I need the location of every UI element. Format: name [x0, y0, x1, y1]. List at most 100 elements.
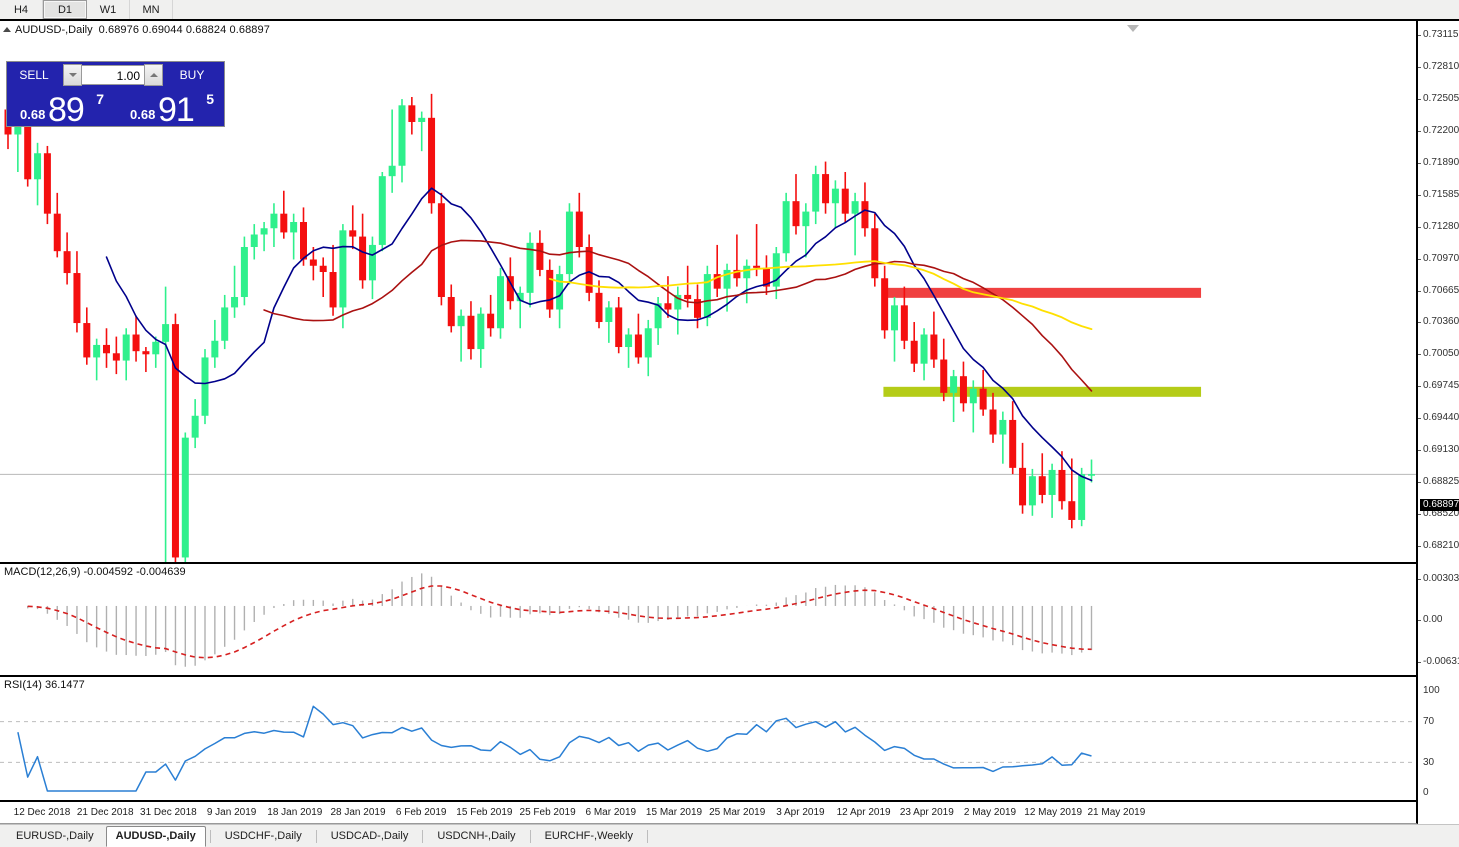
time-axis: 12 Dec 2018 21 Dec 2018 31 Dec 2018 9 Jan 2…: [0, 802, 1418, 824]
date-tick-label: 3 Apr 2019: [776, 807, 825, 818]
price-tick-mark: [1418, 162, 1421, 164]
price-tick-label: 0.70360: [1423, 316, 1459, 328]
price-tick-mark: [1418, 386, 1421, 388]
tab-separator: [209, 829, 211, 843]
one-click-trading-panel: SELL 1.00 BUY 0.68 89 7 0.68 91 5: [6, 61, 225, 127]
date-tick-label: 2 May 2019: [963, 807, 1017, 818]
chart-tab-usdchf[interactable]: USDCHF-,Daily: [224, 829, 302, 842]
timeframe-button-h4[interactable]: H4: [0, 0, 43, 19]
date-tick-label: 9 Jan 2019: [206, 807, 257, 818]
buy-quote-box[interactable]: 0.68 91 5: [118, 90, 224, 126]
price-tick-mark: [1418, 130, 1421, 132]
timeframe-toolbar: H4 D1 W1 MN: [0, 0, 1459, 20]
price-tick-mark: [1418, 258, 1421, 260]
macd-signal-line: [27, 585, 1092, 659]
price-tick-label: 0.71890: [1423, 156, 1459, 168]
date-tick-label: 28 Jan 2019: [330, 807, 386, 818]
chart-tab-eurchf[interactable]: EURCHF-,Weekly: [544, 829, 633, 842]
chart-collapse-triangle-icon[interactable]: [1127, 25, 1139, 32]
rsi-canvas: [0, 705, 1416, 792]
price-tick-label: 0.69745: [1423, 380, 1459, 392]
price-tick-mark: [1418, 35, 1421, 36]
price-tick-label: 0.68520: [1423, 508, 1459, 520]
price-tick-mark: [1418, 194, 1421, 196]
price-tick-mark: [1418, 514, 1421, 516]
volume-decrease-button[interactable]: [63, 64, 82, 86]
buy-button[interactable]: BUY: [165, 63, 219, 87]
price-scale[interactable]: 0.73115 0.72810 0.72505 0.72200 0.71890 0.715…: [1418, 21, 1459, 564]
price-tick-mark: [1418, 418, 1421, 420]
macd-tick-label: 0.00: [1423, 614, 1443, 625]
ma-slow: [548, 260, 1093, 330]
current-price-tag: 0.68897: [1420, 499, 1459, 511]
date-tick-label: 15 Mar 2019: [645, 807, 703, 818]
chart-tab-audusd[interactable]: AUDUSD-,Daily: [105, 825, 206, 847]
volume-input[interactable]: 1.00: [82, 65, 144, 85]
resistance-line[interactable]: [886, 287, 1202, 298]
chart-expand-icon[interactable]: [3, 27, 11, 32]
date-tick-label: 21 May 2019: [1087, 807, 1146, 818]
buy-price-fraction: 5: [206, 91, 214, 107]
price-tick-label: 0.71585: [1423, 188, 1459, 200]
date-tick-label: 6 Feb 2019: [395, 807, 447, 818]
price-chart-pane[interactable]: [0, 21, 1418, 564]
date-tick-label: 25 Feb 2019: [519, 807, 576, 818]
tab-separator: [422, 829, 424, 843]
price-tick-label: 0.72505: [1423, 92, 1459, 104]
buy-price-prefix: 0.68: [130, 107, 156, 122]
price-tick-label: 0.68825: [1423, 476, 1459, 488]
date-tick-label: 21 Dec 2018: [76, 807, 134, 818]
date-tick-label: 23 Apr 2019: [899, 807, 954, 818]
date-tick-label: 15 Feb 2019: [456, 807, 513, 818]
chart-tab-usdcad[interactable]: USDCAD-,Daily: [330, 829, 409, 842]
price-tick-mark: [1418, 322, 1421, 324]
price-chart-canvas: [0, 78, 1416, 562]
chart-tab-usdcnh[interactable]: USDCNH-,Daily: [437, 829, 516, 842]
chart-frame: MACD(12,26,9) -0.004592 -0.004639 RSI(14…: [0, 19, 1459, 824]
rsi-line: [17, 705, 1092, 792]
timeframe-button-w1[interactable]: W1: [87, 0, 130, 19]
date-tick-label: 25 Mar 2019: [709, 807, 766, 818]
support-line[interactable]: [883, 386, 1202, 397]
tab-separator: [646, 829, 648, 843]
sell-button[interactable]: SELL: [7, 63, 61, 87]
rsi-pane[interactable]: RSI(14) 36.1477: [0, 677, 1418, 802]
candlestick-series: [4, 78, 1095, 562]
chart-symbol-label: AUDUSD-,Daily: [15, 24, 93, 36]
chart-tab-eurusd[interactable]: EURUSD-,Daily: [16, 829, 94, 842]
chevron-up-icon: [149, 73, 158, 77]
date-tick-label: 12 Apr 2019: [836, 807, 891, 818]
price-tick-label: 0.70970: [1423, 252, 1459, 264]
chart-tab-bar: EURUSD-,Daily AUDUSD-,Daily USDCHF-,Daily U…: [0, 824, 1459, 847]
timeframe-button-d1[interactable]: D1: [43, 0, 87, 19]
macd-histogram: [27, 573, 1093, 667]
tab-separator: [315, 829, 317, 843]
price-tick-label: 0.69440: [1423, 412, 1459, 424]
price-tick-label: 0.69130: [1423, 444, 1459, 456]
price-tick-mark: [1418, 66, 1421, 68]
macd-pane[interactable]: MACD(12,26,9) -0.004592 -0.004639: [0, 564, 1418, 677]
chevron-down-icon: [68, 73, 77, 77]
rsi-tick-label: 0: [1423, 787, 1429, 798]
macd-scale[interactable]: 0.003035 0.00 -0.00631: [1418, 564, 1459, 677]
timeframe-button-mn[interactable]: MN: [130, 0, 173, 19]
volume-increase-button[interactable]: [144, 64, 163, 86]
price-tick-mark: [1418, 354, 1421, 356]
date-tick-label: 12 May 2019: [1024, 807, 1083, 818]
one-click-trading-header: SELL 1.00 BUY: [7, 62, 224, 88]
price-tick-mark: [1418, 450, 1421, 452]
sell-price-main: 89: [48, 91, 85, 126]
date-tick-label: 12 Dec 2018: [13, 807, 71, 818]
rsi-label: RSI(14) 36.1477: [4, 679, 85, 691]
volume-stepper[interactable]: 1.00: [63, 64, 163, 86]
sell-quote-box[interactable]: 0.68 89 7: [8, 90, 114, 126]
sell-price-fraction: 7: [96, 91, 104, 107]
chart-title: AUDUSD-,Daily 0.68976 0.69044 0.68824 0.6…: [3, 24, 270, 36]
ma-fast: [105, 187, 1093, 482]
rsi-scale[interactable]: 100 70 30 0: [1418, 677, 1459, 802]
price-tick-label: 0.68210: [1423, 540, 1459, 551]
macd-tick-label: -0.00631: [1423, 656, 1459, 667]
macd-tick-mark: [1418, 662, 1421, 663]
price-tick-mark: [1418, 226, 1421, 228]
